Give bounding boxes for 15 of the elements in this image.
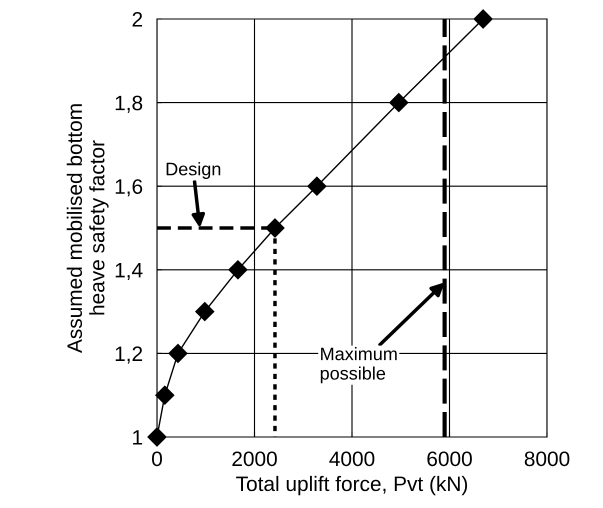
y-tick-label: 2: [132, 12, 142, 27]
x-tick-label: 8000: [524, 451, 570, 466]
x-tick-label: 0: [152, 451, 162, 466]
y-axis-title: Assumed mobilised bottom heave safety factor: [66, 104, 109, 354]
x-tick-label: 6000: [427, 451, 472, 466]
y-tick-label: 1: [133, 430, 142, 445]
y-tick-label: 1,2: [116, 346, 142, 364]
x-tick-label: 4000: [329, 451, 374, 466]
annotation: Maximum possible: [320, 347, 397, 384]
x-axis-title: Total uplift force, Pvt (kN): [236, 476, 468, 496]
y-tick-label: 1,6: [116, 179, 142, 196]
y-tick-label: 1,4: [116, 263, 143, 280]
x-tick-label: 2000: [232, 451, 277, 466]
y-tick-label: 1,8: [116, 96, 142, 113]
annotation: Design: [166, 162, 220, 179]
